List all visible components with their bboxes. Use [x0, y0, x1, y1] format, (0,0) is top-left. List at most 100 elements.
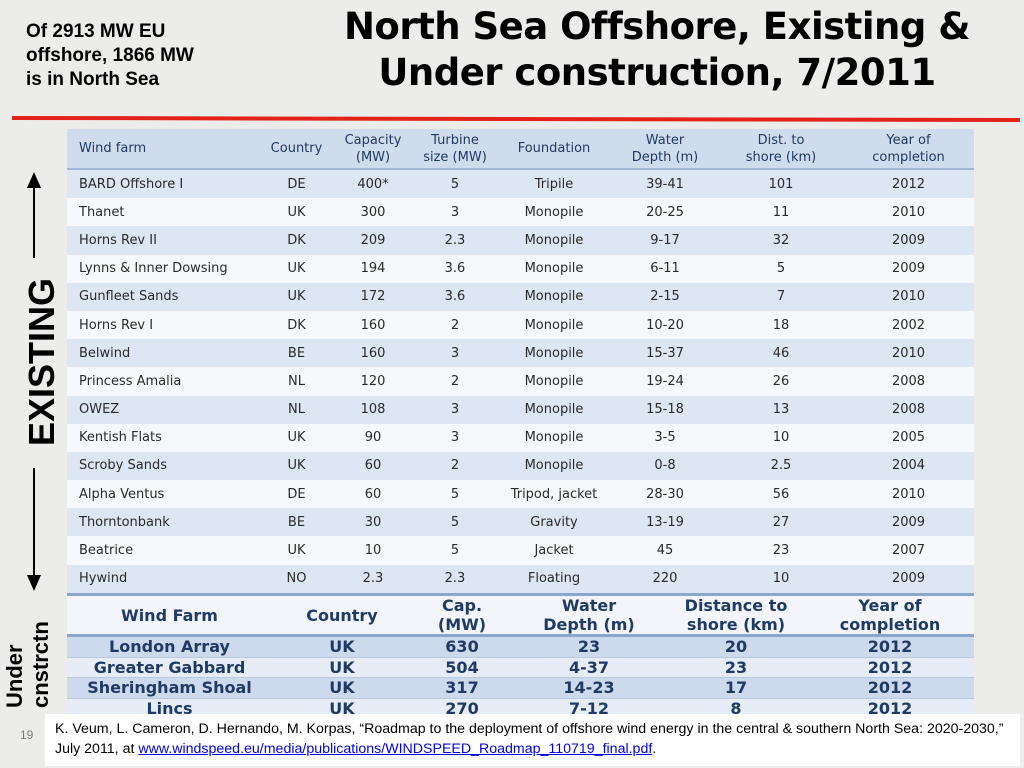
column-header: Cap. (MW) — [412, 596, 512, 634]
table-cell: Monopile — [524, 204, 584, 220]
table-cell: Thorntonbank — [79, 514, 170, 530]
column-header: Wind Farm — [67, 606, 272, 625]
table-cell: 172 — [360, 289, 386, 305]
table-cell: 2.3 — [444, 232, 466, 248]
summary-note: Of 2913 MW EU offshore, 1866 MW is in No… — [26, 20, 276, 92]
table-cell: UK — [287, 543, 306, 559]
table-cell: 7 — [776, 289, 786, 305]
slide-title: North Sea Offshore, Existing & Under con… — [290, 4, 1024, 96]
table-cell: 20-25 — [646, 204, 684, 220]
table-cell: 2012 — [891, 176, 926, 192]
table-cell: Monopile — [524, 289, 584, 305]
citation-text: K. Veum, L. Cameron, D. Hernando, M. Kor… — [55, 721, 1004, 757]
existing-wind-farms-table: Wind farm Country Capacity (MW) Turbine size … — [67, 129, 974, 593]
table-cell: NL — [288, 402, 305, 418]
table-cell: 2 — [450, 458, 460, 474]
table-cell: 300 — [360, 204, 386, 220]
table-row: Alpha Ventus DE 60 5 Tripod, jacket 28-30 56 20… — [67, 480, 974, 509]
table-cell: 13 — [772, 402, 790, 418]
table-cell: 2012 — [867, 698, 913, 718]
citation-link[interactable]: www.windspeed.eu/media/publications/WIND… — [138, 741, 653, 757]
table-cell: 19-24 — [646, 373, 684, 389]
table-cell: Lincs — [146, 698, 193, 718]
table-cell: 160 — [360, 345, 386, 361]
column-header-line: size (MW) — [423, 149, 487, 165]
table-cell: Monopile — [524, 402, 584, 418]
column-header: Country — [260, 140, 333, 157]
table-cell: Jacket — [534, 543, 574, 559]
column-header-line: Depth (m) — [543, 615, 635, 634]
column-header: Water Depth (m) — [512, 596, 666, 634]
table-cell: 2009 — [891, 261, 926, 277]
table-cell: Monopile — [524, 458, 584, 474]
table-cell: 504 — [445, 657, 479, 677]
table-cell: 2008 — [891, 402, 926, 418]
citation-end: . — [652, 741, 657, 757]
table-cell: DE — [287, 176, 306, 192]
column-header: Country — [272, 606, 412, 625]
table-cell: NO — [286, 571, 307, 587]
table-cell: 108 — [360, 402, 386, 418]
table-cell: 3 — [450, 430, 460, 446]
table-cell: Princess Amalia — [79, 373, 182, 389]
table-cell: UK — [287, 458, 306, 474]
table-cell: 2010 — [891, 486, 926, 502]
table-cell: 11 — [772, 204, 790, 220]
column-header-line: completion — [839, 615, 941, 634]
table-cell: 3-5 — [654, 430, 676, 446]
table-cell: 5 — [450, 176, 460, 192]
table-cell: 10 — [364, 543, 382, 559]
table-cell: 15-37 — [646, 345, 684, 361]
table-header-row: Wind Farm Country Cap. (MW) Water Depth (m) Di… — [67, 596, 974, 637]
column-header-line: (MW) — [437, 615, 487, 634]
table-cell: 3 — [450, 345, 460, 361]
table-cell: 2008 — [891, 373, 926, 389]
table-cell: UK — [329, 678, 355, 698]
table-cell: Horns Rev II — [79, 232, 157, 248]
table-row: Thanet UK 300 3 Monopile 20-25 11 2010 — [67, 198, 974, 227]
table-cell: London Array — [109, 637, 230, 657]
table-cell: BE — [287, 345, 306, 361]
citation-box: K. Veum, L. Cameron, D. Hernando, M. Kor… — [45, 714, 1020, 766]
table-row: Horns Rev I DK 160 2 Monopile 10-20 18 2002 — [67, 310, 974, 340]
table-cell: UK — [329, 698, 355, 718]
table-cell: 2009 — [891, 514, 926, 530]
table-cell: BE — [287, 514, 306, 530]
table-cell: 2.3 — [444, 571, 466, 587]
table-row: Kentish Flats UK 90 3 Monopile 3-5 10 2005 — [67, 423, 974, 452]
column-header-line: Water — [645, 132, 685, 148]
column-header: Turbine size (MW) — [413, 132, 497, 166]
slide-title-line: Under construction, 7/2011 — [378, 51, 936, 94]
table-cell: 3 — [450, 204, 460, 220]
table-header-row: Wind farm Country Capacity (MW) Turbine size … — [67, 129, 974, 170]
table-cell: Tripile — [534, 176, 574, 192]
table-cell: 630 — [445, 637, 479, 657]
table-cell: 2 — [450, 317, 460, 333]
table-cell: Horns Rev I — [79, 317, 154, 333]
summary-note-line: is in North Sea — [26, 69, 160, 90]
table-cell: 194 — [360, 261, 386, 277]
table-cell: 2 — [450, 373, 460, 389]
column-header-line: Year of — [858, 596, 922, 615]
table-cell: 2012 — [867, 678, 913, 698]
column-header: Wind farm — [67, 140, 260, 157]
table-cell: UK — [329, 657, 355, 677]
column-header: Distance to shore (km) — [666, 596, 806, 634]
page-number: 19 — [20, 728, 34, 742]
table-cell: 23 — [577, 637, 601, 657]
table-row: Thorntonbank BE 30 5 Gravity 13-19 27 2009 — [67, 508, 974, 537]
column-header-line: Cap. — [441, 596, 483, 615]
table-cell: 2012 — [867, 657, 913, 677]
table-row: Hywind NO 2.3 2.3 Floating 220 10 2009 — [67, 564, 974, 593]
table-cell: Monopile — [524, 317, 584, 333]
column-header: Water Depth (m) — [611, 132, 719, 166]
table-cell: 28-30 — [646, 486, 684, 502]
summary-note-line: Of 2913 MW EU — [26, 21, 166, 42]
table-cell: 2009 — [891, 232, 926, 248]
table-cell: Greater Gabbard — [93, 657, 246, 677]
table-cell: NL — [288, 373, 305, 389]
table-row: Gunfleet Sands UK 172 3.6 Monopile 2-15 7 2010 — [67, 282, 974, 311]
table-cell: Gravity — [530, 514, 578, 530]
table-cell: 3.6 — [444, 261, 466, 277]
table-cell: Monopile — [524, 345, 584, 361]
